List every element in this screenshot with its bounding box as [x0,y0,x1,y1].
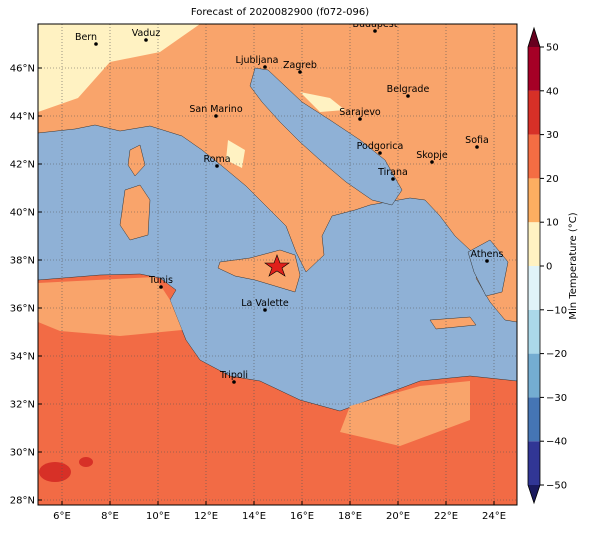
map-area: Bern Vaduz Budapest Ljubljana Zagreb Belgrade… [38,19,517,505]
y-tick-label: 40°N [10,208,35,219]
colorbar-tick-label: −50 [546,481,567,492]
city-label: Tripoli [219,370,248,381]
city-label: Zagreb [283,60,317,71]
city-marker [485,259,489,263]
city-label: Athens [471,249,504,260]
x-tick-label: 14°E [242,511,266,522]
colorbar-bin [528,266,540,310]
y-tick-label: 46°N [10,64,35,75]
city-label: Bern [75,32,97,43]
y-tick-label: 36°N [10,304,35,315]
city-label: Ljubljana [236,55,279,66]
city-label: San Marino [189,104,242,115]
city-marker [373,29,377,33]
city-marker [159,285,163,289]
colorbar-bin [528,47,540,91]
colorbar-tick-label: −10 [546,305,567,316]
colorbar-tick-label: 30 [546,130,559,141]
city-marker [214,114,218,118]
colorbar-bin [528,90,540,135]
colorbar-bin [528,134,540,179]
title: Forecast of 2020082900 (f072-096) [191,7,369,18]
city-marker [475,145,479,149]
colorbar-bin [528,178,540,223]
y-tick-label: 34°N [10,352,35,363]
city-marker [144,38,148,42]
x-tick-label: 16°E [290,511,314,522]
city-marker [232,380,236,384]
city-marker [298,70,302,74]
city-marker [430,160,434,164]
city-marker [358,117,362,121]
colorbar-tick-label: 50 [546,43,559,54]
city-label: Skopje [416,150,448,161]
x-tick-label: 6°E [53,511,71,522]
x-tick-label: 22°E [434,511,458,522]
colorbar-bin [528,441,540,485]
city-marker [406,94,410,98]
y-tick-label: 28°N [10,496,35,507]
city-marker [215,164,219,168]
colorbar-bin [528,353,540,398]
x-tick-label: 12°E [194,511,218,522]
city-label: Tunis [148,275,173,286]
colorbar-bin [528,309,540,354]
city-marker [378,151,382,155]
colorbar-bin [528,222,540,266]
colorbar-extend [528,28,540,47]
y-tick-label: 44°N [10,112,35,123]
colorbar-extend [528,485,540,503]
city-label: Sarajevo [339,107,381,118]
city-label: Tirana [377,167,408,178]
city-marker [391,177,395,181]
city-marker [94,42,98,46]
colorbar-tick-label: 20 [546,174,559,185]
y-tick-label: 30°N [10,448,35,459]
city-label: Roma [203,154,230,165]
y-tick-label: 42°N [10,160,35,171]
city-label: Podgorica [357,141,404,152]
x-tick-label: 10°E [146,511,170,522]
colorbar-tick-label: −20 [546,349,567,360]
colorbar-label: Min Temperature (°C) [568,212,579,319]
colorbar-tick-label: −40 [546,437,567,448]
y-tick-label: 38°N [10,256,35,267]
x-tick-label: 18°E [338,511,362,522]
city-label: Budapest [353,19,398,30]
colorbar-tick-label: 10 [546,218,559,229]
y-tick-label: 32°N [10,400,35,411]
x-tick-label: 24°E [482,511,506,522]
colorbar-tick-label: 0 [546,262,552,273]
x-tick-label: 20°E [386,511,410,522]
x-tick-label: 8°E [101,511,119,522]
city-marker [263,65,267,69]
colorbar-bin [528,397,540,442]
city-label: Sofia [465,135,489,146]
colorbar-tick-label: 40 [546,86,559,97]
city-label: Vaduz [132,28,161,39]
colorbar-tick-label: −30 [546,393,567,404]
city-label: La Valette [241,298,289,309]
city-marker [263,308,267,312]
city-label: Belgrade [387,84,430,95]
